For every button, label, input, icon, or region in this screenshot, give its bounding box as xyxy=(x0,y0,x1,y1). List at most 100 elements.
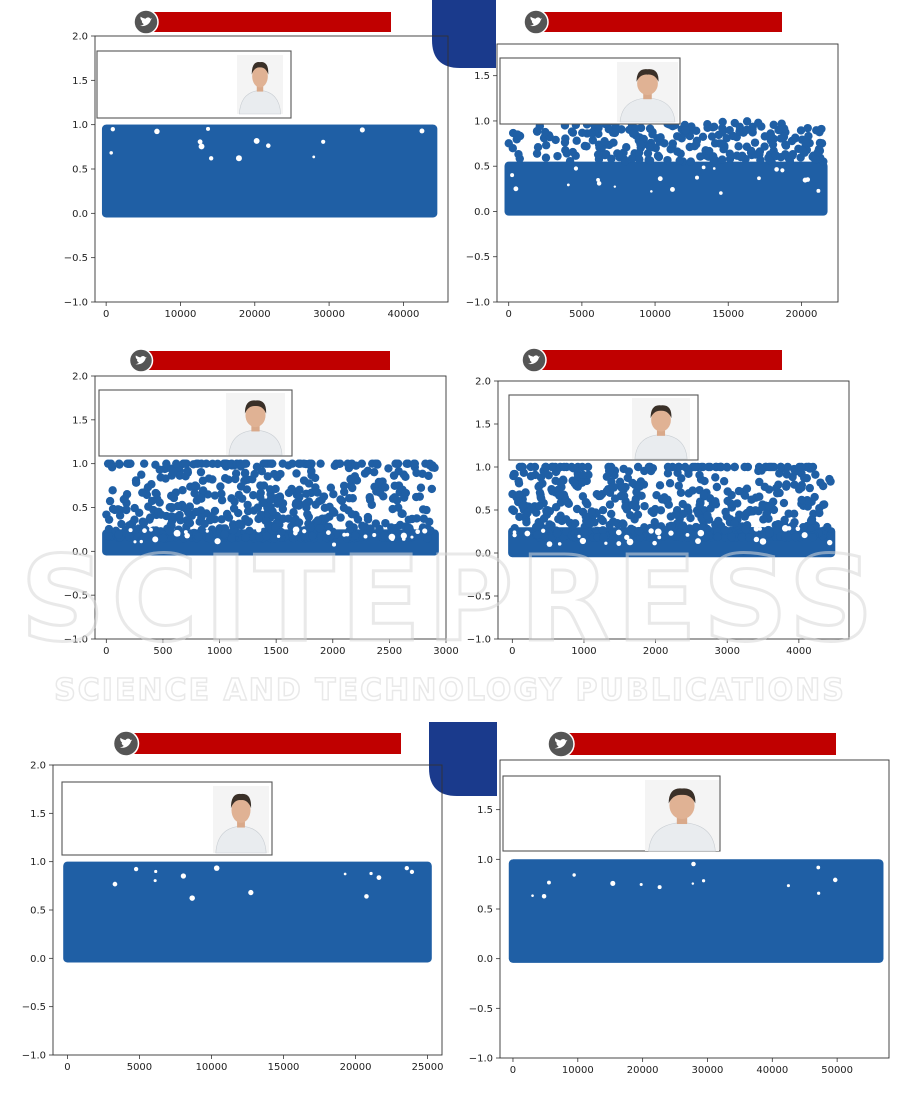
y-tick-label: 1.5 xyxy=(474,71,490,82)
scatter-point xyxy=(302,499,311,509)
scatter-point xyxy=(339,481,349,490)
scatter-point xyxy=(532,126,542,136)
x-tick-label: 10000 xyxy=(196,1062,228,1073)
scatter-point xyxy=(811,470,820,479)
scatter-point xyxy=(636,140,645,149)
scatter-point xyxy=(776,134,786,143)
point-gap xyxy=(657,885,662,890)
scatter-point xyxy=(819,500,828,509)
point-gap xyxy=(774,167,779,172)
scatter-point xyxy=(139,518,149,528)
scatter-point xyxy=(422,505,431,515)
point-gap xyxy=(342,532,347,537)
scatter-point xyxy=(699,490,709,500)
x-tick-label: 3000 xyxy=(714,646,739,657)
scatter-point xyxy=(271,484,280,494)
scatter-point xyxy=(665,479,675,488)
scatter-point xyxy=(692,140,701,149)
point-gap xyxy=(531,894,534,897)
x-tick-label: 0 xyxy=(103,646,109,657)
x-tick-label: 15000 xyxy=(712,309,744,320)
scatter-point xyxy=(817,124,826,134)
scatter-point xyxy=(765,528,774,538)
scatter-point xyxy=(375,488,385,497)
scatter-point xyxy=(656,506,666,515)
scatter-point xyxy=(194,532,203,541)
scatter-point xyxy=(606,462,616,472)
y-tick-label: 1.5 xyxy=(72,415,88,426)
scatter-point xyxy=(288,459,297,468)
candidate-portrait-1 xyxy=(213,786,269,854)
scatter-point xyxy=(666,512,676,521)
scatter-point xyxy=(766,131,776,140)
x-tick-label: 2000 xyxy=(320,646,345,657)
plot-frame xyxy=(496,43,839,303)
scatter-point xyxy=(404,524,413,533)
scatter-point xyxy=(526,462,535,472)
scatter-point xyxy=(672,132,682,141)
point-gap xyxy=(197,139,203,145)
scatter-point xyxy=(202,459,211,468)
scatter-point xyxy=(324,522,334,532)
scatter-point xyxy=(234,519,244,528)
scatter-point xyxy=(593,150,603,159)
axis-ticks: −1.0 −0.5 0.0 0.5 1.0 1.5 2.0 0 1000 2000 3000 4000 xyxy=(467,377,812,658)
scatter-point xyxy=(633,510,643,519)
scatter-point xyxy=(241,533,250,542)
scatter-point xyxy=(797,495,806,505)
point-gap xyxy=(685,532,690,537)
scatter-point xyxy=(742,117,752,126)
scatter-point xyxy=(621,502,630,511)
scatter-point xyxy=(365,492,374,502)
y-tick-label: 2.0 xyxy=(72,372,88,383)
scatter-point xyxy=(628,478,637,488)
scatter-point xyxy=(542,506,551,516)
scatter-point xyxy=(518,462,527,472)
scatter-point xyxy=(559,462,569,472)
scatter-point xyxy=(686,157,696,166)
scatter-point xyxy=(343,459,352,468)
scatter-point xyxy=(320,503,330,513)
scatter-point xyxy=(425,459,435,468)
scatter-point xyxy=(645,124,655,133)
scatter-point xyxy=(764,462,774,472)
scatter-point xyxy=(137,470,146,479)
banner-red-bar xyxy=(540,12,782,32)
scatter-point xyxy=(737,533,747,542)
scatter-point xyxy=(114,459,124,468)
blue-corner-tab xyxy=(432,0,496,68)
scatter-point xyxy=(707,132,717,141)
scatter-point xyxy=(346,475,355,484)
scatter-point xyxy=(755,147,765,156)
scatter-point xyxy=(754,118,763,127)
scatter-point xyxy=(284,514,293,523)
scatter-point xyxy=(151,488,160,498)
y-tick-label: 0.0 xyxy=(30,954,46,965)
point-gap xyxy=(701,879,706,883)
point-gap xyxy=(359,127,365,133)
scatter-point xyxy=(539,530,548,540)
scatter-point xyxy=(217,496,227,505)
twitter-banner xyxy=(521,347,782,373)
y-tick-label: 1.0 xyxy=(475,463,491,474)
scatter-point xyxy=(124,459,134,468)
scatter-point xyxy=(600,137,609,146)
scatter-point xyxy=(547,462,557,472)
scatter-point xyxy=(675,156,684,165)
point-gap xyxy=(109,151,113,155)
scatter-points xyxy=(63,861,432,963)
banner-red-bar xyxy=(150,12,391,32)
point-gap xyxy=(180,873,187,879)
scatter-point xyxy=(742,484,752,493)
y-tick-label: 2.0 xyxy=(72,32,88,43)
scatter-point xyxy=(125,521,134,530)
candidate-portrait-2 xyxy=(617,62,678,123)
scatter-point xyxy=(719,477,729,486)
x-tick-label: 25000 xyxy=(412,1062,444,1073)
point-gap xyxy=(757,176,761,181)
x-tick-label: 1000 xyxy=(571,646,596,657)
scatter-point xyxy=(781,140,790,149)
scatter-point xyxy=(514,150,523,159)
scatter-point xyxy=(234,490,244,500)
scatter-point xyxy=(578,462,587,472)
